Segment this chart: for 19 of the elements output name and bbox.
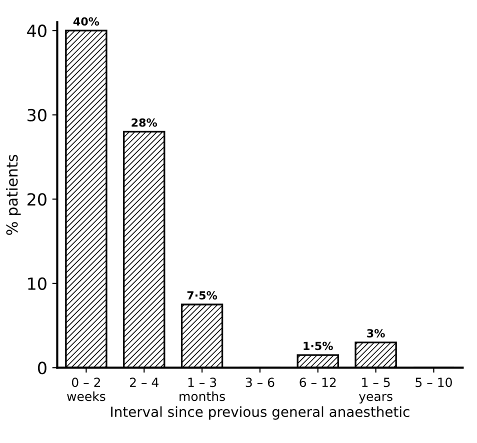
y-tick-label: 40	[27, 24, 46, 38]
x-tick-label: 1 – 3 months	[180, 378, 225, 402]
data-label: 28%	[132, 118, 158, 127]
x-tick-label: 1 – 5 years	[358, 378, 392, 404]
y-tick-label: 30	[28, 108, 46, 122]
x-tick-label: 3 – 6	[246, 378, 274, 388]
y-tick-label: 20	[28, 193, 46, 206]
data-label: 7·5%	[187, 291, 218, 300]
y-tick-label: 10	[28, 277, 46, 290]
data-label: 1·5%	[304, 342, 333, 350]
y-axis-title: % patients	[6, 154, 21, 235]
x-tick-label: 6 – 12	[300, 378, 336, 388]
x-tick-label: 2 – 4	[130, 378, 158, 387]
data-label: 3%	[367, 329, 385, 338]
x-tick-label: 5 – 10	[416, 378, 452, 388]
x-tick-label: 0 – 2 weeks	[67, 378, 106, 402]
y-tick-label: 0	[38, 362, 46, 374]
x-axis-title: Interval since previous general anaesthetic	[111, 406, 410, 420]
data-label: 40%	[73, 17, 100, 26]
